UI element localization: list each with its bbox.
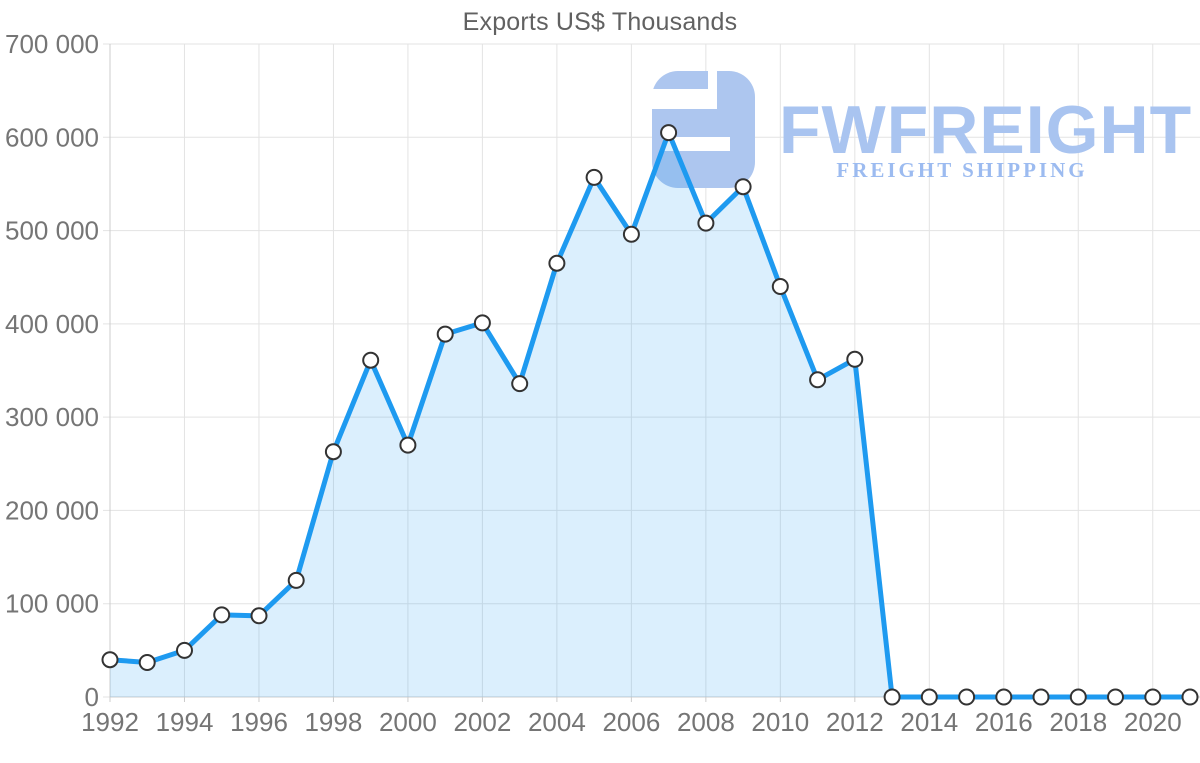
- area-fill: [110, 132, 1190, 698]
- data-point-2006[interactable]: [622, 225, 640, 243]
- data-point-2004[interactable]: [548, 254, 566, 272]
- data-point-2018[interactable]: [1069, 688, 1087, 706]
- y-axis-label: 200 000: [5, 495, 99, 525]
- x-axis-label: 1994: [156, 707, 214, 737]
- x-axis-label: 2010: [751, 707, 809, 737]
- x-axis-label: 2006: [602, 707, 660, 737]
- x-axis-label: 2002: [453, 707, 511, 737]
- data-point-1999[interactable]: [362, 351, 380, 369]
- data-point-2002[interactable]: [473, 314, 491, 332]
- x-axis-label: 2008: [677, 707, 735, 737]
- x-axis-label: 2012: [826, 707, 884, 737]
- y-axis-label: 0: [85, 682, 99, 712]
- data-point-1997[interactable]: [287, 571, 305, 589]
- data-point-2017[interactable]: [1032, 688, 1050, 706]
- data-point-2013[interactable]: [883, 688, 901, 706]
- y-axis-label: 300 000: [5, 402, 99, 432]
- x-axis-label: 2004: [528, 707, 586, 737]
- data-points[interactable]: [101, 124, 1199, 706]
- data-point-2008[interactable]: [697, 214, 715, 232]
- data-point-1995[interactable]: [213, 606, 231, 624]
- data-point-1996[interactable]: [250, 607, 268, 625]
- data-point-2020[interactable]: [1144, 688, 1162, 706]
- data-point-2012[interactable]: [846, 350, 864, 368]
- data-point-2019[interactable]: [1107, 688, 1124, 706]
- data-point-1994[interactable]: [176, 641, 193, 659]
- data-point-2016[interactable]: [995, 688, 1013, 706]
- data-point-2001[interactable]: [436, 325, 454, 343]
- y-axis-labels: 0 100 000 200 000 300 000 400 000 500 000 600 …: [5, 29, 99, 712]
- y-axis-label: 100 000: [5, 589, 99, 619]
- watermark-logo-cutout: [708, 71, 717, 109]
- data-point-1998[interactable]: [324, 443, 342, 461]
- data-point-1993[interactable]: [138, 654, 156, 671]
- data-point-2009[interactable]: [734, 178, 752, 196]
- x-axis-label: 2020: [1124, 707, 1182, 737]
- x-axis-label: 2000: [379, 707, 437, 737]
- x-axis-labels: 1992 1994 1996 1998 2000 2002 2004 2006 2008 2010…: [81, 707, 1182, 737]
- gridlines: [103, 43, 1200, 702]
- y-axis-label: 700 000: [5, 29, 99, 59]
- y-axis-label: 600 000: [5, 122, 99, 152]
- x-axis-label: 1996: [230, 707, 288, 737]
- data-point-2015[interactable]: [958, 688, 976, 706]
- data-point-2014[interactable]: [920, 688, 938, 706]
- data-point-2005[interactable]: [585, 168, 603, 186]
- watermark-brand-text: FWFREIGHT: [779, 92, 1192, 168]
- data-point-1992[interactable]: [101, 651, 119, 669]
- y-axis-label: 500 000: [5, 216, 99, 246]
- data-point-2021[interactable]: [1181, 688, 1199, 706]
- watermark-logo-cutout: [663, 137, 730, 151]
- chart-title: Exports US$ Thousands: [462, 8, 738, 36]
- watermark-logo-cutout: [650, 89, 710, 109]
- data-point-2011[interactable]: [809, 371, 827, 389]
- x-axis-label: 1998: [304, 707, 362, 737]
- data-point-2010[interactable]: [771, 278, 789, 295]
- y-axis-label: 400 000: [5, 309, 99, 339]
- watermark-tagline-text: FREIGHT SHIPPING: [836, 158, 1087, 182]
- data-point-2003[interactable]: [511, 375, 529, 393]
- x-axis-label: 2016: [975, 707, 1033, 737]
- x-axis-label: 2014: [900, 707, 958, 737]
- x-axis-label: 1992: [81, 707, 139, 737]
- data-point-2007[interactable]: [660, 124, 678, 142]
- x-axis-label: 2018: [1049, 707, 1107, 737]
- data-point-2000[interactable]: [399, 436, 417, 454]
